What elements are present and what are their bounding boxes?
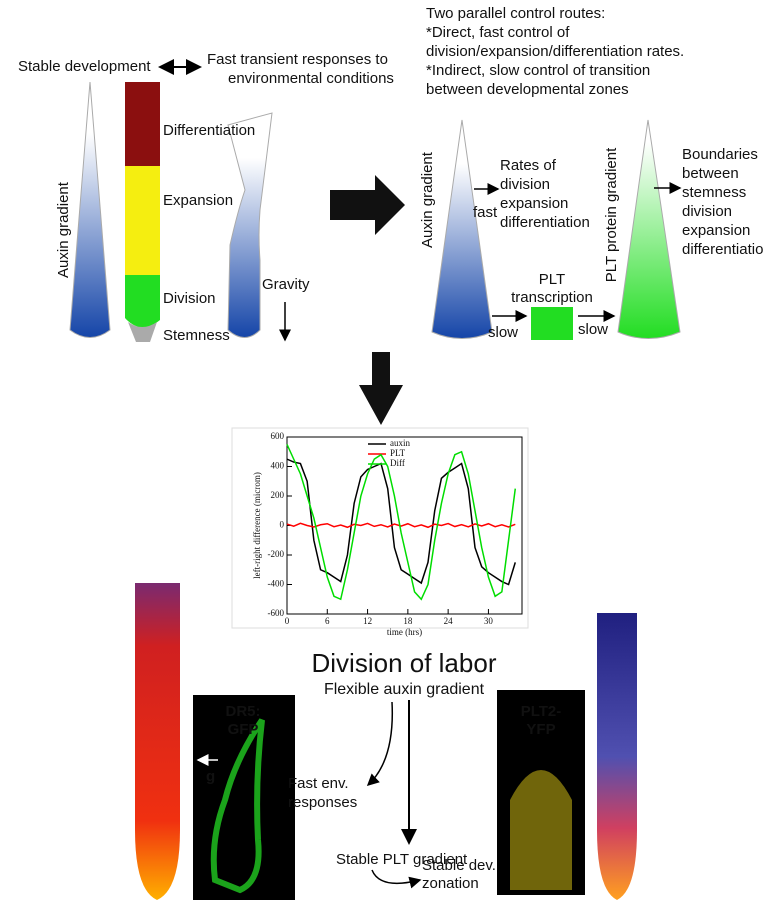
zone-label: Stemness bbox=[163, 327, 230, 344]
boundary-line: division bbox=[682, 203, 732, 220]
dr5-root bbox=[210, 718, 265, 894]
y-tick-label: 400 bbox=[271, 461, 285, 471]
line-series bbox=[286, 458, 517, 586]
x-tick-label: 18 bbox=[403, 616, 413, 626]
x-axis-label: time (hrs) bbox=[387, 627, 422, 637]
zone-label: Differentiation bbox=[163, 122, 255, 139]
boundary-line: stemness bbox=[682, 184, 746, 201]
x-tick-label: 6 bbox=[325, 616, 330, 626]
fast-label: environmental conditions bbox=[228, 70, 394, 87]
root-blue bbox=[597, 613, 637, 900]
rates-line: differentiation bbox=[500, 214, 590, 231]
boundary-line: expansion bbox=[682, 222, 750, 239]
y-tick-label: 200 bbox=[271, 490, 285, 500]
arrow-stable-dev bbox=[371, 869, 422, 889]
axis-label: Auxin gradient bbox=[419, 151, 436, 248]
stable-plt-label: Stable PLT gradient bbox=[336, 851, 468, 868]
legend-label: auxin bbox=[390, 438, 410, 448]
fast-label: Fast transient responses to bbox=[207, 51, 388, 68]
y-tick-label: 0 bbox=[280, 520, 285, 530]
stable-dev-label: zonation bbox=[422, 875, 479, 892]
heading-line: Two parallel control routes: bbox=[426, 5, 605, 22]
x-tick-label: 24 bbox=[444, 616, 454, 626]
image-label: YFP bbox=[526, 721, 555, 738]
rates-line: division bbox=[500, 176, 550, 193]
g-label: g bbox=[206, 768, 215, 785]
subtitle: Flexible auxin gradient bbox=[324, 681, 485, 698]
fast-label: fast bbox=[473, 204, 498, 221]
plt-box bbox=[531, 307, 573, 340]
y-tick-label: 600 bbox=[271, 431, 285, 441]
plt-cone bbox=[617, 119, 681, 339]
bent-root bbox=[227, 112, 273, 338]
y-tick-label: -600 bbox=[268, 608, 285, 618]
legend-label: PLT bbox=[390, 448, 406, 458]
big-arrow-right bbox=[330, 175, 405, 235]
zone-division bbox=[125, 275, 160, 328]
heading-line: division/expansion/differentiation rates… bbox=[426, 43, 684, 60]
zone-label: Division bbox=[163, 290, 216, 307]
slow-label: slow bbox=[578, 321, 608, 338]
auxin-cone-right bbox=[431, 119, 493, 339]
x-tick-label: 12 bbox=[363, 616, 372, 626]
fast-env-label: Fast env. bbox=[288, 775, 349, 792]
big-arrow-down bbox=[359, 352, 403, 425]
plt2-root bbox=[510, 770, 572, 890]
rates-line: Rates of bbox=[500, 157, 557, 174]
image-label: GFP bbox=[228, 721, 259, 738]
auxin-cone bbox=[69, 81, 111, 338]
fast-env-label: responses bbox=[288, 794, 357, 811]
stable-dev-label: Stable dev. bbox=[422, 857, 496, 874]
y-tick-label: -400 bbox=[268, 579, 285, 589]
title: Division of labor bbox=[312, 648, 497, 678]
boundary-line: differentiation bbox=[682, 241, 764, 258]
chart-panel bbox=[231, 427, 529, 629]
slow-label: slow bbox=[488, 324, 518, 341]
zone-stemness bbox=[128, 322, 157, 342]
x-tick-label: 0 bbox=[285, 616, 290, 626]
heading-line: *Indirect, slow control of transition bbox=[426, 62, 650, 79]
plt-label: PLT bbox=[539, 271, 565, 288]
image-label: DR5: bbox=[225, 703, 260, 720]
x-tick-label: 30 bbox=[484, 616, 494, 626]
arrow-fast-env bbox=[366, 701, 394, 787]
image-label: PLT2- bbox=[521, 703, 562, 720]
root-red bbox=[135, 583, 180, 900]
boundary-line: Boundaries bbox=[682, 146, 758, 163]
line-series bbox=[286, 444, 517, 601]
zone-differentiation bbox=[125, 82, 160, 166]
zone-expansion bbox=[125, 166, 160, 275]
y-tick-label: -200 bbox=[268, 549, 285, 559]
boundary-line: between bbox=[682, 165, 739, 182]
rates-line: expansion bbox=[500, 195, 568, 212]
stable-label: Stable development bbox=[18, 58, 151, 75]
axis-label: Auxin gradient bbox=[55, 181, 72, 278]
heading-line: *Direct, fast control of bbox=[426, 24, 570, 41]
legend-label: Diff bbox=[390, 458, 405, 468]
y-axis-label: left-right difference (microm) bbox=[252, 472, 262, 579]
plt-label: transcription bbox=[511, 289, 593, 306]
dr5-image bbox=[193, 695, 295, 900]
gravity-label: Gravity bbox=[262, 276, 310, 293]
heading-line: between developmental zones bbox=[426, 81, 629, 98]
axis-label: PLT protein gradient bbox=[603, 147, 620, 282]
zone-label: Expansion bbox=[163, 192, 233, 209]
